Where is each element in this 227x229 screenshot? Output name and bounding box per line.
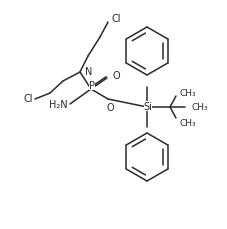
Text: CH₃: CH₃ <box>191 103 208 112</box>
Text: Si: Si <box>143 101 152 112</box>
Text: Cl: Cl <box>111 14 121 24</box>
Text: Cl: Cl <box>23 94 33 104</box>
Text: N: N <box>85 67 92 77</box>
Text: P: P <box>89 81 95 91</box>
Text: CH₃: CH₃ <box>179 88 196 97</box>
Text: H₂N: H₂N <box>49 100 68 109</box>
Text: CH₃: CH₃ <box>179 118 196 127</box>
Text: O: O <box>106 103 113 112</box>
Text: O: O <box>113 71 120 81</box>
